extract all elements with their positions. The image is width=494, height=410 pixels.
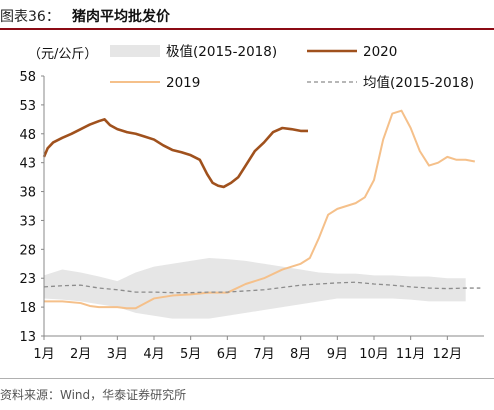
legend-label: 2019: [166, 75, 200, 91]
pork-price-chart: 13 18 23 28 33 38 43 48 53 58 1月 2月 3月 4月 5月 6月 7月 8月 9月 10…: [19, 44, 484, 362]
legend-swatch: [110, 45, 160, 57]
series-line-2: [44, 109, 476, 310]
x-tick-label: 11月: [396, 347, 426, 362]
y-tick-label: 58: [19, 70, 36, 85]
y-tick-label: 38: [19, 186, 36, 201]
legend-label: 均值(2015-2018): [363, 75, 474, 91]
y-tick-label: 23: [19, 272, 36, 287]
x-tick-label: 10月: [359, 347, 389, 362]
y-tick-label: 18: [19, 301, 36, 316]
x-tick-label: 9月: [327, 347, 348, 362]
legend-label: 2020: [363, 44, 397, 60]
x-tick-label: 3月: [107, 347, 128, 362]
x-tick-label: 4月: [143, 347, 164, 362]
axis-layer: 13 18 23 28 33 38 43 48 53 58 1月 2月 3月 4月 5月 6月 7月 8月 9月 10…: [19, 70, 484, 362]
band-layer: [44, 258, 466, 319]
source-note: 资料来源：Wind，华泰证券研究所: [0, 388, 187, 402]
legend: 极值(2015-2018) 2020 2019 均值(2015-2018): [110, 44, 474, 91]
x-tick-label: 8月: [290, 347, 311, 362]
y-tick-label: 33: [19, 214, 36, 229]
figure-title: 猪肉平均批发价: [72, 9, 170, 25]
title-rule: [0, 28, 494, 30]
legend-label: 极值(2015-2018): [166, 44, 277, 60]
series-band-extreme-range: [44, 258, 466, 319]
x-tick-label: 7月: [253, 347, 274, 362]
x-tick-label: 12月: [433, 347, 463, 362]
series-line-1: [42, 118, 308, 189]
x-tick-label: 1月: [33, 347, 54, 362]
x-tick-label: 2月: [70, 347, 91, 362]
title-row: 图表36： 猪肉平均批发价: [0, 6, 494, 26]
y-axis-unit-label: （元/公斤）: [28, 47, 97, 62]
series-line-3: [43, 281, 481, 294]
y-tick-label: 48: [19, 128, 36, 143]
y-tick-label: 13: [19, 330, 36, 345]
y-tick-label: 28: [19, 243, 36, 258]
y-tick-label: 53: [19, 99, 36, 114]
figure-label: 图表36：: [0, 9, 60, 25]
x-tick-label: 6月: [217, 347, 238, 362]
bottom-rule: [0, 378, 494, 379]
line-layer: [42, 109, 481, 310]
y-tick-label: 43: [19, 157, 36, 172]
x-tick-label: 5月: [180, 347, 201, 362]
